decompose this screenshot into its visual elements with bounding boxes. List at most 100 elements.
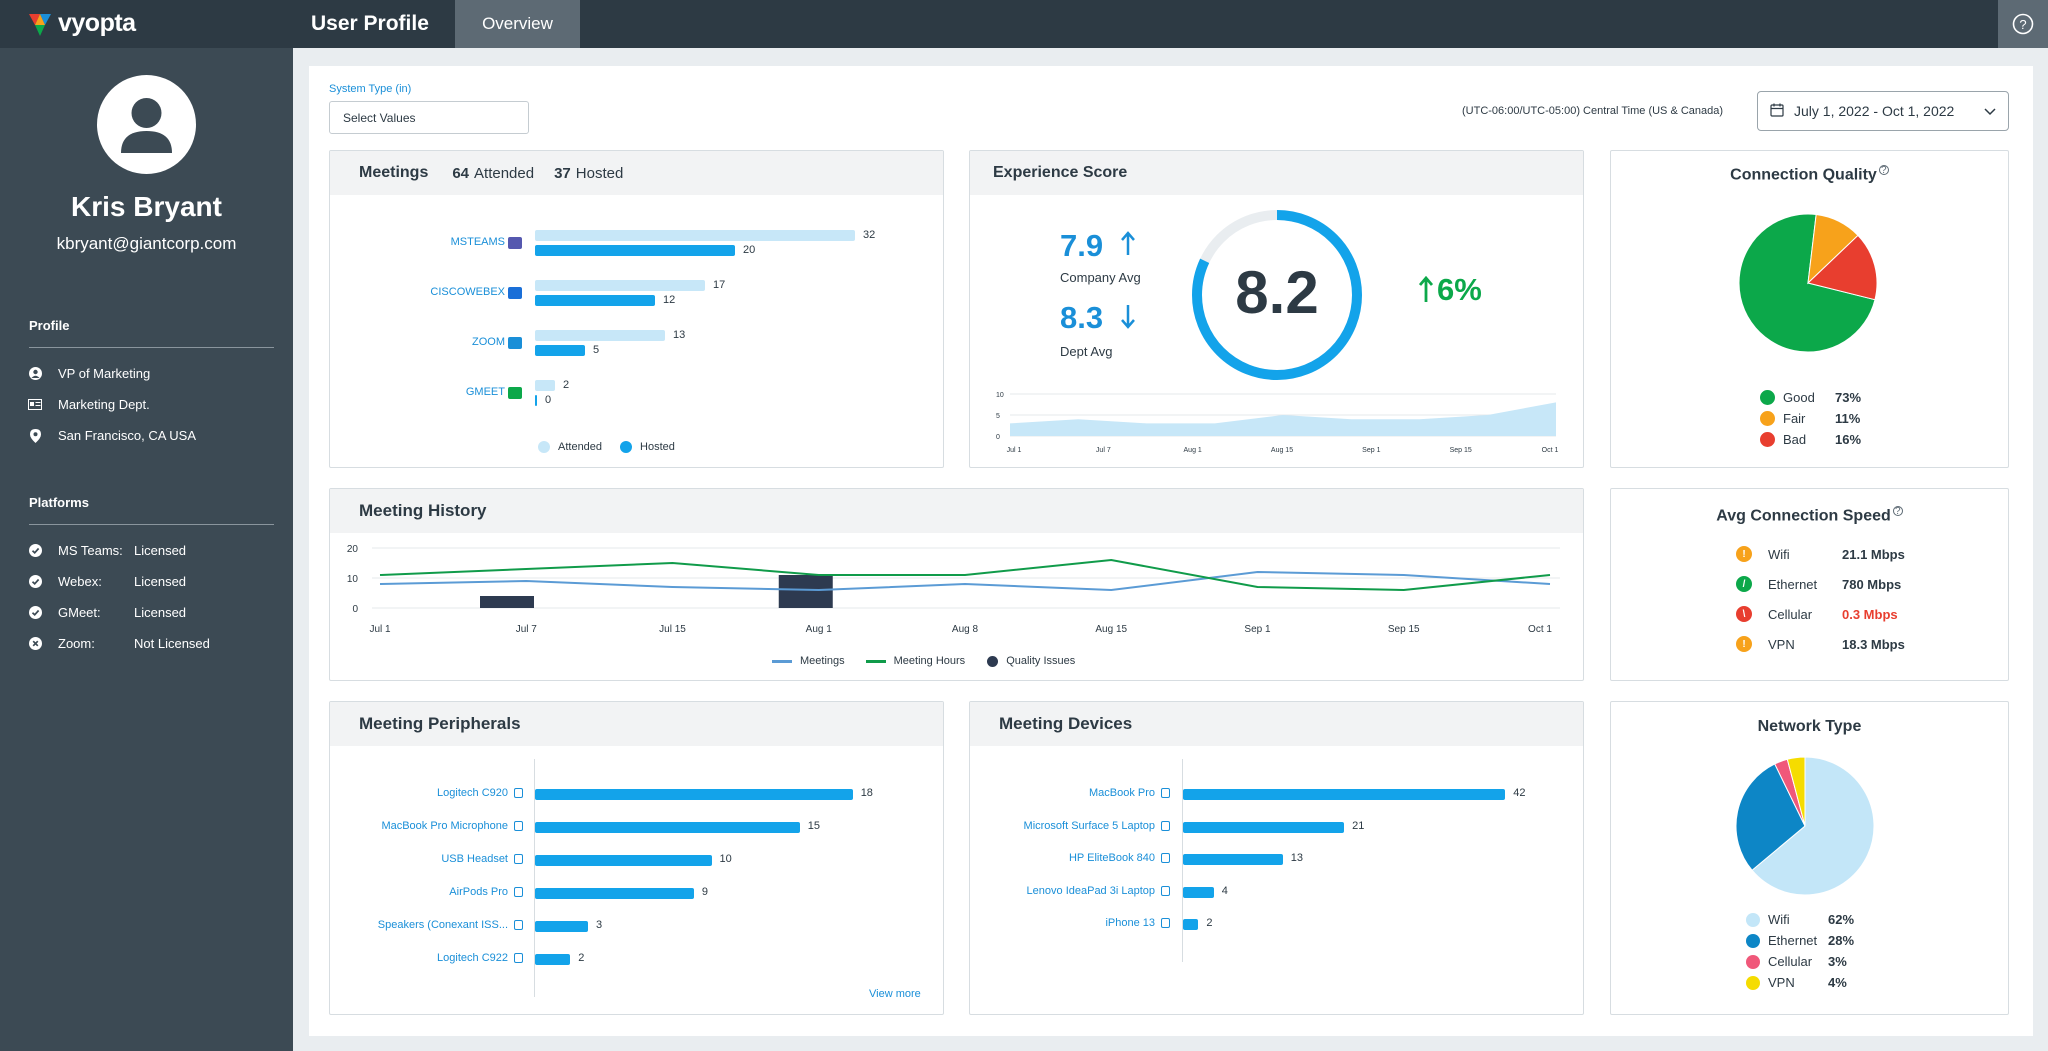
tab-overview[interactable]: Overview	[455, 0, 580, 48]
legend-swatch-bad	[1760, 432, 1775, 447]
platform-logo-icon	[508, 337, 522, 349]
date-range-value: July 1, 2022 - Oct 1, 2022	[1794, 103, 1955, 119]
quality-issues-bar	[778, 575, 833, 608]
meetings-legend: Attended Hosted	[538, 441, 675, 453]
info-icon[interactable]: ?	[1892, 506, 1903, 517]
page-title: User Profile	[311, 12, 429, 35]
peripherals-header: Meeting Peripherals	[330, 702, 943, 746]
pie-slice-bad	[1806, 234, 1878, 301]
system-type-select[interactable]: Select Values	[329, 101, 529, 134]
connection-quality-legend: Good 73% Fair 11% Bad 16%	[1760, 387, 1861, 450]
headset-icon	[514, 887, 523, 897]
x-tick-label: Oct 1	[1528, 624, 1552, 635]
view-more-link[interactable]: View more	[869, 988, 921, 1000]
system-type-label: System Type (in)	[329, 83, 412, 95]
laptop-icon	[1161, 788, 1170, 798]
legend-swatch-good	[1760, 390, 1775, 405]
meetings-bar-value: 32	[863, 229, 876, 241]
platform-logo-icon	[508, 387, 522, 399]
y-tick-label: 10	[347, 574, 359, 585]
speed-gauge-icon: !	[1736, 636, 1752, 652]
platform-webex: Webex: Licensed	[28, 574, 186, 589]
bar-axis-line	[534, 759, 535, 997]
meetings-bar-hosted	[535, 345, 585, 356]
arrow-up-icon	[1121, 231, 1135, 255]
x-tick-label: Oct 1	[1542, 447, 1559, 454]
x-tick-label: Jul 1	[1007, 447, 1022, 454]
meetings-bar-value: 20	[743, 244, 756, 256]
quality-issues-bar	[480, 596, 534, 608]
location-pin-icon	[28, 428, 42, 443]
platform-msteams: MS Teams: Licensed	[28, 543, 186, 558]
meetings-bar-value: 5	[593, 344, 600, 356]
legend-swatch-wifi	[1746, 912, 1760, 927]
laptop-icon	[514, 821, 523, 831]
check-circle-icon	[28, 544, 42, 558]
bar	[535, 855, 712, 866]
svg-text:?: ?	[2019, 17, 2026, 32]
brand-logo[interactable]: vyopta	[28, 9, 136, 38]
peripherals-title: Meeting Peripherals	[359, 714, 521, 733]
pie-slice-wifi	[1751, 756, 1875, 896]
user-name: Kris Bryant	[71, 191, 222, 222]
user-circle-icon	[28, 367, 42, 381]
meetings-category-label: GMEET	[465, 386, 505, 398]
bar-category-label: MacBook Pro	[1088, 787, 1155, 799]
meeting-devices-card: Meeting Devices	[969, 701, 1584, 1015]
network-type-legend: Wifi 62% Ethernet 28% Cellular 3% VPN 4%	[1746, 909, 1854, 993]
check-circle-icon	[28, 575, 42, 589]
bar	[1183, 821, 1345, 833]
platform-logo-icon	[508, 287, 522, 299]
bar-category-label: Logitech C920	[437, 787, 508, 799]
y-tick-label: 0	[996, 434, 1000, 441]
headset-icon	[514, 854, 523, 864]
date-range-picker[interactable]: July 1, 2022 - Oct 1, 2022	[1757, 91, 2009, 131]
y-tick-label: 20	[347, 544, 359, 555]
profile-heading: Profile	[29, 318, 70, 333]
hosted-count: 37	[554, 164, 571, 182]
bar	[535, 822, 800, 833]
x-tick-label: Aug 1	[806, 624, 833, 635]
trend-up-icon	[1418, 276, 1434, 302]
meeting-hours-line	[379, 558, 1551, 592]
x-tick-label: Aug 15	[1271, 447, 1293, 454]
attended-count: 64	[452, 164, 470, 182]
bar-category-label: Logitech C922	[437, 952, 508, 964]
user-email: kbryant@giantcorp.com	[56, 234, 237, 253]
legend-meeting-hours: Meeting Hours	[893, 655, 966, 667]
bar-value: 9	[701, 886, 708, 898]
score-gauge	[1192, 210, 1362, 380]
pie-slice-vpn	[1786, 756, 1806, 827]
bar-category-label: MacBook Pro Microphone	[381, 820, 508, 832]
laptop-icon	[1161, 885, 1170, 896]
x-tick-label: Jul 1	[369, 624, 391, 635]
bar-category-label: HP EliteBook 840	[1068, 852, 1155, 864]
meetings-category-label: MSTEAMS	[450, 236, 505, 248]
meeting-history-chart: 20 10 0 Jul 1 Jul 7 Jul 15 Aug 1 Aug 8 Aug 15 Sep…	[347, 544, 1560, 635]
help-button[interactable]: ?	[1998, 0, 2048, 48]
profile-department: Marketing Dept.	[28, 397, 150, 412]
platforms-divider	[29, 524, 274, 525]
arrow-down-icon	[1121, 305, 1135, 329]
bar-value: 21	[1352, 819, 1365, 832]
bar-category-label: Speakers (Conexant ISS...	[377, 919, 508, 931]
network-type-pie	[1735, 756, 1875, 896]
dept-avg-label: Dept Avg	[1060, 344, 1113, 359]
experience-title: Experience Score	[993, 164, 1128, 181]
bar-value: 3	[595, 919, 603, 931]
legend-good: Good 73%	[1760, 387, 1861, 408]
profile-sidebar: Kris Bryant kbryant@giantcorp.com Profil…	[0, 48, 293, 1051]
webcam-icon	[514, 953, 523, 963]
speed-gauge-icon: !	[1736, 546, 1752, 562]
bar-category-label: iPhone 13	[1105, 917, 1155, 929]
connection-quality-pie	[1738, 213, 1878, 353]
info-icon[interactable]: ?	[1878, 165, 1889, 176]
x-tick-label: Sep 15	[1388, 624, 1420, 635]
legend-hosted: Hosted	[640, 441, 675, 453]
phone-icon	[1161, 918, 1170, 928]
x-tick-label: Sep 15	[1450, 447, 1472, 454]
experience-trend-chart: 10 5 0 Jul 1 Jul 7 Aug 1 Aug 15 Sep 1 Sep 15 Oct …	[996, 392, 1559, 454]
x-tick-label: Sep 1	[1362, 447, 1380, 454]
y-tick-label: 5	[996, 413, 1000, 420]
meetings-card: Meetings 64 Attended 37 Hosted	[329, 150, 944, 468]
